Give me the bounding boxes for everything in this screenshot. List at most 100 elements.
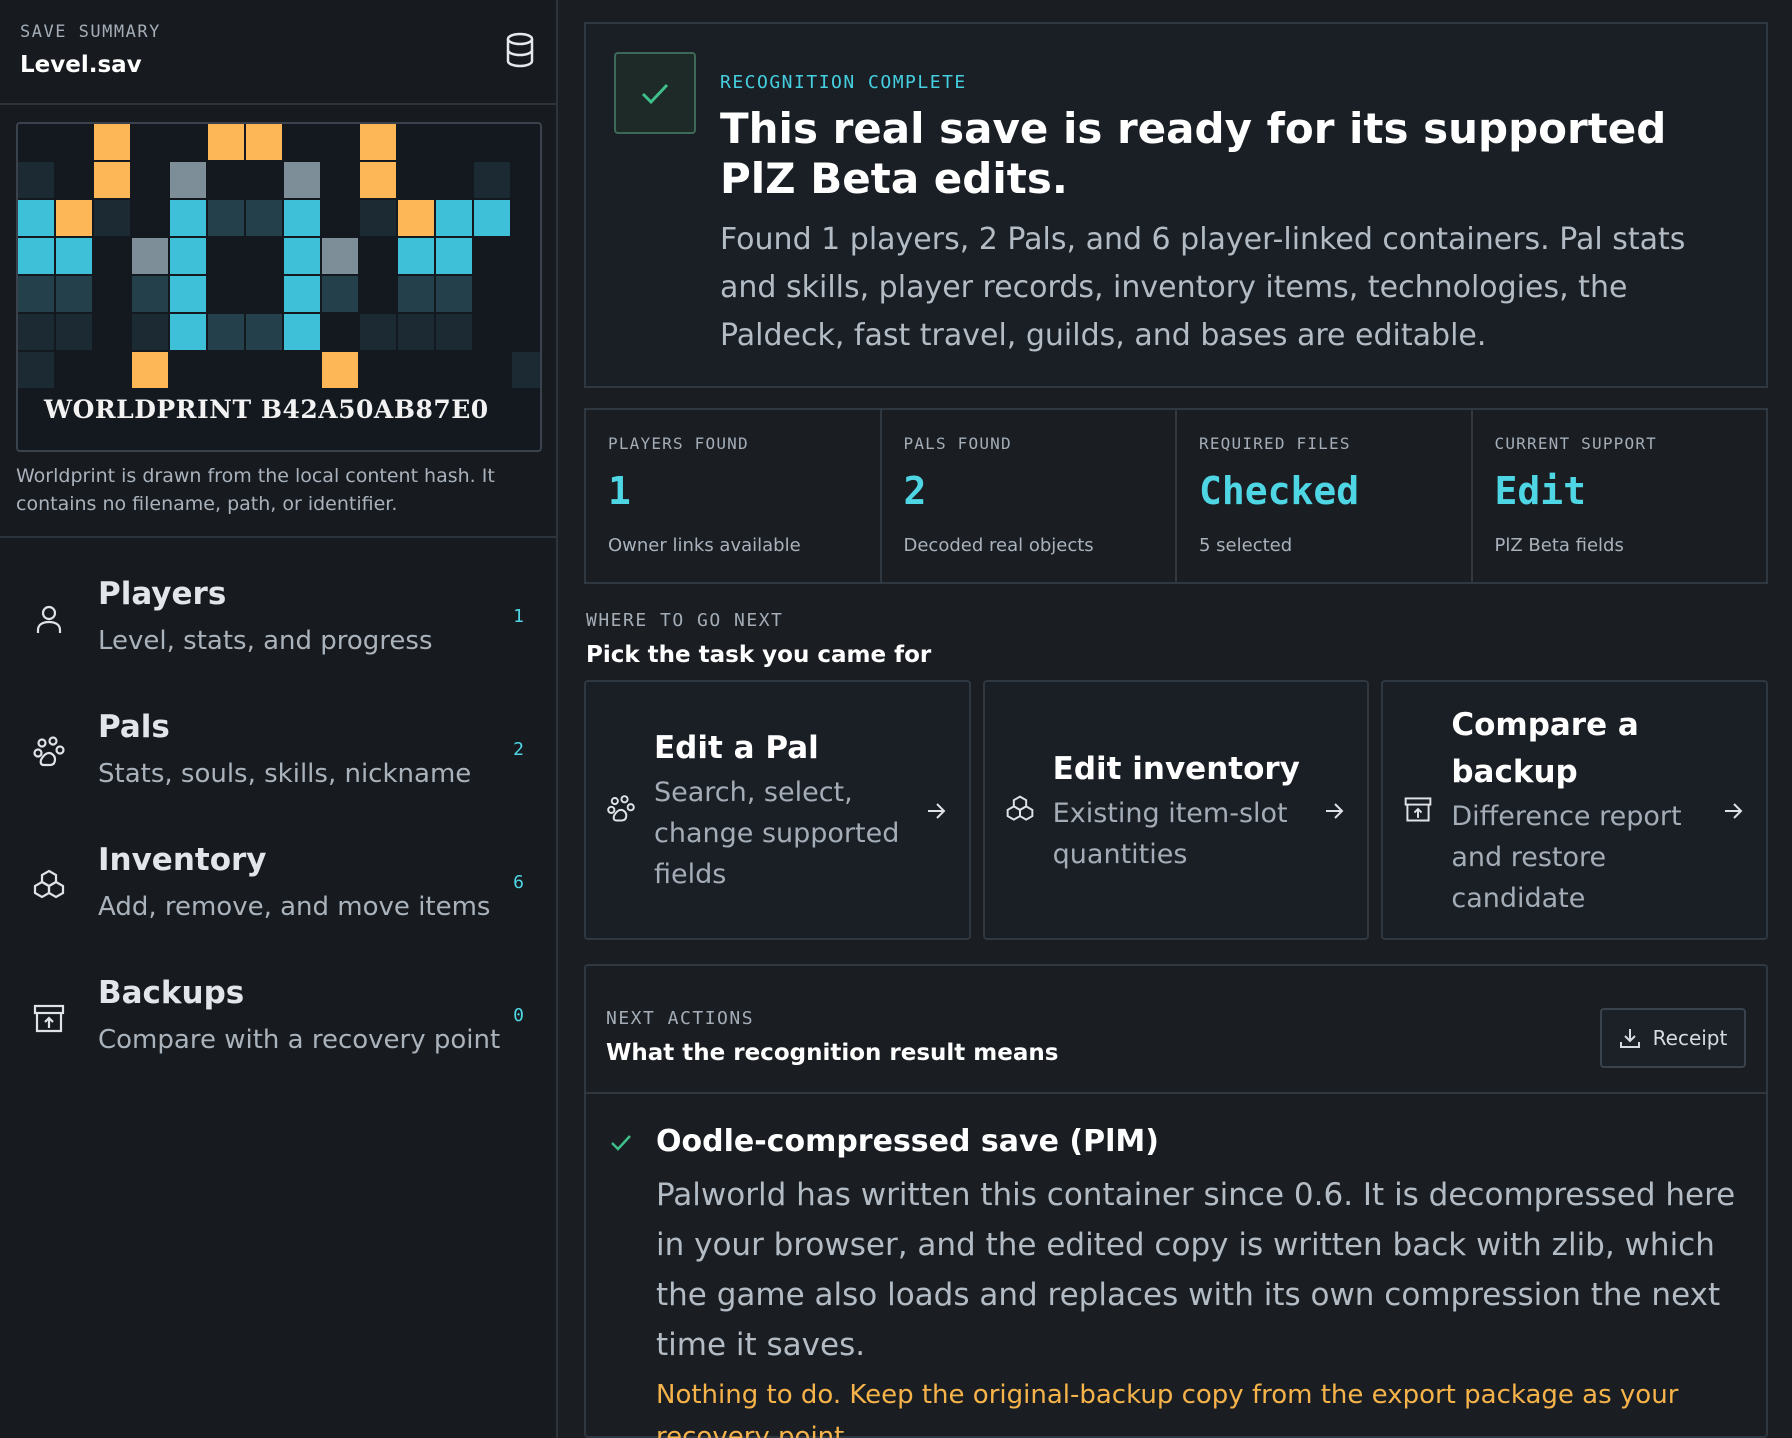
worldprint-cell <box>322 352 358 388</box>
recognition-summary: Found 1 players, 2 Pals, and 6 player-li… <box>720 222 1686 353</box>
worldprint-label: WORLDPRINT B42A50AB87E0 <box>44 395 489 424</box>
stat-players-found: PLAYERS FOUND 1 Owner links available <box>586 410 882 582</box>
sidebar-item-subtitle: Level, stats, and progress <box>98 626 433 656</box>
worldprint-cell <box>208 200 244 236</box>
worldprint-note: Worldprint is drawn from the local conte… <box>16 465 495 515</box>
action-item-note: Nothing to do. Keep the original-backup … <box>656 1380 1679 1438</box>
worldprint-cell <box>360 124 396 160</box>
stat-value: Edit <box>1494 469 1587 513</box>
next-actions-title: What the recognition result means <box>606 1040 1059 1066</box>
sidebar-nav: Players Level, stats, and progress 1 Pal… <box>0 566 556 1098</box>
worldprint-cell <box>94 200 130 236</box>
sidebar-item-subtitle: Add, remove, and move items <box>98 892 491 922</box>
task-title: Edit a Pal <box>654 730 819 766</box>
user-icon <box>36 605 62 633</box>
save-summary-eyebrow: SAVE SUMMARY <box>20 22 161 42</box>
worldprint-cell <box>132 238 168 274</box>
receipt-button[interactable]: Receipt <box>1600 1008 1746 1068</box>
paw-icon <box>33 736 65 767</box>
boxes-icon <box>1006 795 1033 821</box>
sidebar-item-title: Inventory <box>98 842 267 878</box>
worldprint-cell <box>94 162 130 198</box>
sidebar-item-title: Pals <box>98 709 170 745</box>
sidebar: SAVE SUMMARY Level.sav WORLDPRINT B42A50… <box>0 0 558 1438</box>
worldprint-cell <box>284 276 320 312</box>
worldprint-cell <box>398 276 434 312</box>
worldprint-cell <box>284 200 320 236</box>
worldprint-cell <box>170 238 206 274</box>
arrow-right-icon <box>927 803 946 819</box>
sidebar-item-pals[interactable]: Pals Stats, souls, skills, nickname 2 <box>0 699 556 832</box>
check-icon <box>611 1135 631 1151</box>
arrow-right-icon <box>1326 803 1344 819</box>
worldprint-cell <box>246 124 282 160</box>
sidebar-item-count: 1 <box>513 606 524 627</box>
worldprint-cell <box>18 200 54 236</box>
worldprint-cell <box>208 124 244 160</box>
stat-value: Checked <box>1199 469 1360 513</box>
next-actions-eyebrow: NEXT ACTIONS <box>606 1008 755 1029</box>
task-description: Existing item-slot quantities <box>1052 797 1288 870</box>
task-cards: Edit a Pal Search, select, change suppor… <box>584 680 1769 940</box>
worldprint-cell <box>436 238 472 274</box>
sidebar-item-inventory[interactable]: Inventory Add, remove, and move items 6 <box>0 832 556 965</box>
database-icon[interactable] <box>504 32 536 68</box>
worldprint-cell <box>132 276 168 312</box>
save-summary-header: SAVE SUMMARY Level.sav <box>0 0 556 105</box>
sidebar-item-players[interactable]: Players Level, stats, and progress 1 <box>0 566 556 699</box>
stat-subtext: 5 selected <box>1199 535 1293 556</box>
worldprint-cell <box>170 276 206 312</box>
task-card-compare-backup[interactable]: Compare a backup Difference report and r… <box>1381 680 1769 940</box>
archive-icon <box>33 1004 65 1033</box>
worldprint-cell <box>18 314 54 350</box>
download-icon <box>1619 1029 1640 1048</box>
stat-label: PALS FOUND <box>903 434 1012 453</box>
sidebar-item-backups[interactable]: Backups Compare with a recovery point 0 <box>0 965 556 1098</box>
worldprint-cell <box>132 352 168 388</box>
worldprint-cell <box>18 276 54 312</box>
worldprint-cell <box>474 200 510 236</box>
worldprint-cell <box>284 238 320 274</box>
worldprint-cell <box>474 162 510 198</box>
worldprint-cell <box>56 200 92 236</box>
worldprint-cell <box>284 162 320 198</box>
worldprint-pattern <box>18 124 540 388</box>
worldprint-cell <box>246 200 282 236</box>
worldprint-cell <box>322 238 358 274</box>
worldprint-cell <box>170 162 206 198</box>
paw-icon <box>607 795 635 822</box>
task-description: Difference report and restore candidate <box>1451 800 1682 914</box>
stat-pals-found: PALS FOUND 2 Decoded real objects <box>882 410 1177 582</box>
worldprint-cell <box>94 124 130 160</box>
archive-icon <box>1405 797 1432 822</box>
sidebar-item-count: 6 <box>513 872 524 893</box>
worldprint-cell <box>360 314 396 350</box>
sidebar-item-count: 0 <box>513 1005 524 1026</box>
task-title: Edit inventory <box>1052 750 1300 787</box>
worldprint-cell <box>56 276 92 312</box>
stat-label: REQUIRED FILES <box>1199 434 1351 453</box>
worldprint-cell <box>436 200 472 236</box>
worldprint-cell <box>56 314 92 350</box>
task-card-edit-inventory[interactable]: Edit inventory Existing item-slot quanti… <box>982 680 1370 940</box>
sidebar-item-title: Players <box>98 576 227 612</box>
action-item: Oodle-compressed save (PlM) Palworld has… <box>586 1094 1766 1438</box>
action-item-title: Oodle-compressed save (PlM) <box>656 1124 1159 1159</box>
worldprint-cell <box>436 276 472 312</box>
task-card-edit-pal[interactable]: Edit a Pal Search, select, change suppor… <box>584 680 971 940</box>
stats-strip: PLAYERS FOUND 1 Owner links available PA… <box>584 408 1768 584</box>
stat-subtext: Decoded real objects <box>903 535 1094 556</box>
sidebar-item-title: Backups <box>98 975 245 1011</box>
recognition-eyebrow: RECOGNITION COMPLETE <box>720 72 967 93</box>
sidebar-item-subtitle: Stats, souls, skills, nickname <box>98 759 472 789</box>
worldprint-cell <box>398 238 434 274</box>
receipt-label: Receipt <box>1652 1026 1728 1050</box>
worldprint-cell <box>18 352 54 388</box>
file-name: Level.sav <box>20 52 142 78</box>
stat-value: 1 <box>608 469 631 513</box>
worldprint-cell <box>284 314 320 350</box>
action-item-text: Palworld has written this container sinc… <box>656 1177 1736 1363</box>
worldprint-cell <box>360 162 396 198</box>
worldprint-cell <box>56 238 92 274</box>
next-actions-panel: NEXT ACTIONS What the recognition result… <box>584 964 1768 1438</box>
